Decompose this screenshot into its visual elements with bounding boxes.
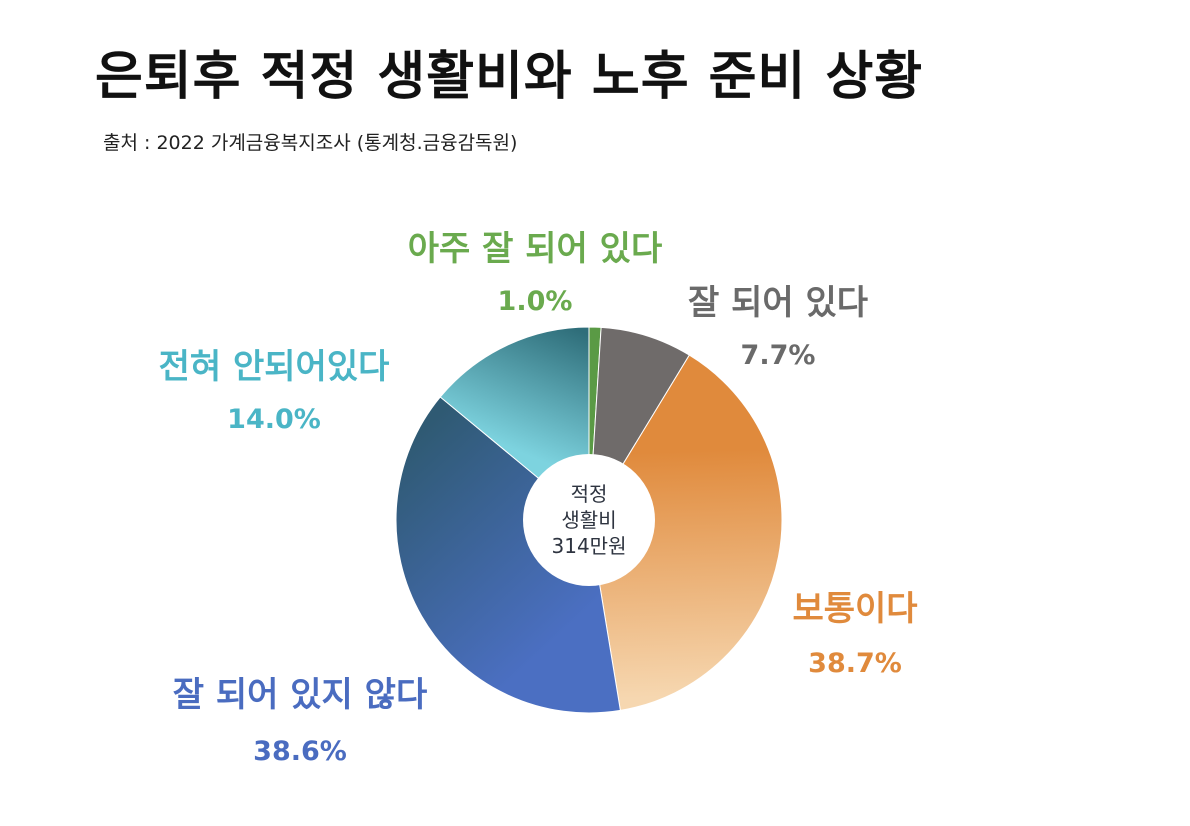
pie-slice (395, 396, 621, 714)
slice-value-label: 1.0% (498, 286, 573, 317)
source-note: 출처 : 2022 가계금융복지조사 (통계청.금융감독원) (103, 132, 518, 154)
slice-label: 잘 되어 있지 않다 (173, 675, 427, 715)
chart-title: 은퇴후 적정 생활비와 노후 준비 상황 (95, 47, 924, 107)
pie-slice (588, 354, 783, 712)
donut-hole (523, 454, 655, 586)
slice-value-label: 38.6% (253, 736, 347, 767)
slice-label: 잘 되어 있다 (688, 283, 868, 323)
center-label-line: 적정 (571, 482, 608, 506)
slice-value-label: 14.0% (227, 404, 321, 435)
slice-value-label: 7.7% (741, 340, 816, 371)
center-label-line: 314만원 (552, 534, 627, 558)
slice-label: 아주 잘 되어 있다 (408, 229, 662, 269)
slice-label: 전혀 안되어있다 (159, 347, 390, 387)
center-label-line: 생활비 (561, 508, 616, 532)
slice-label: 보통이다 (792, 589, 917, 629)
slice-value-label: 38.7% (808, 648, 902, 679)
